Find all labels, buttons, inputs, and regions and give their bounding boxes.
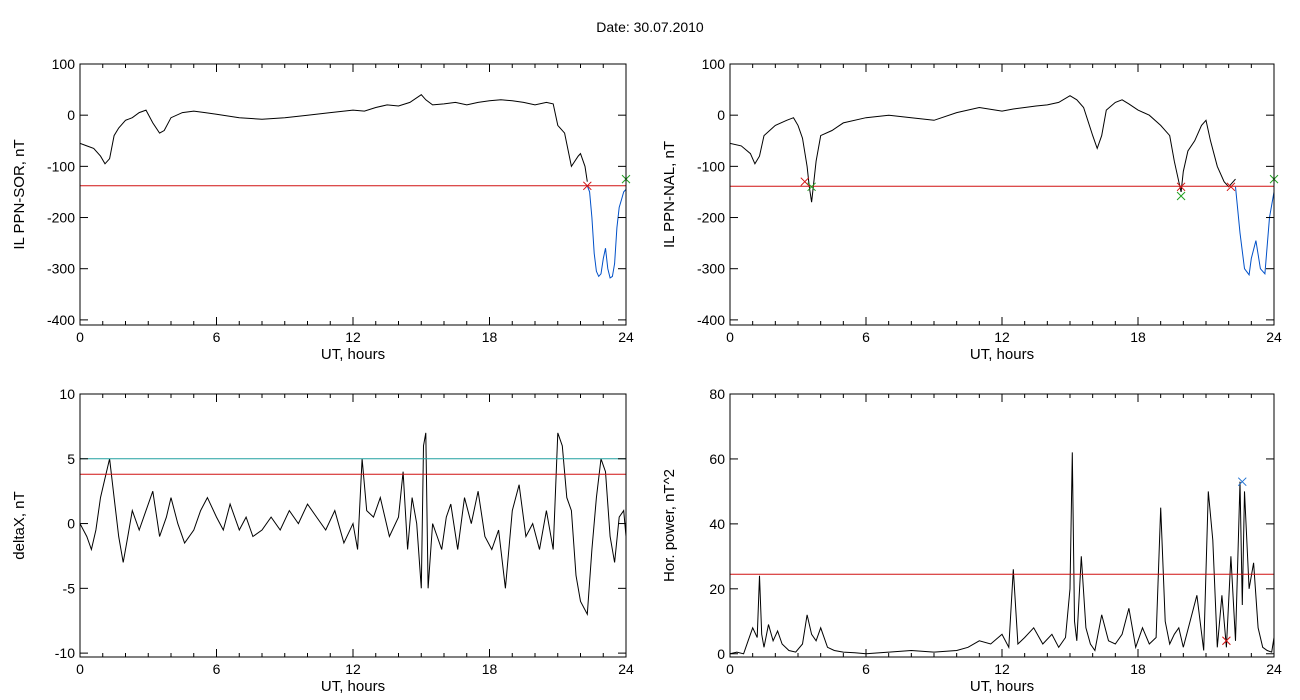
x-tick-label: 12 — [994, 661, 1010, 677]
y-axis-label: deltaX, nT — [11, 491, 28, 559]
series-line-1 — [586, 185, 626, 279]
x-tick-label: 18 — [482, 661, 498, 677]
x-tick-label: 18 — [1130, 329, 1146, 345]
chart-panel-il-nal: 0 6 12 18 24 100 0 -100 -200 -300 -400 UT, hours IL … — [661, 56, 1282, 363]
y-tick-label: -100 — [697, 158, 725, 174]
event-marker-0 — [1237, 477, 1247, 487]
y-tick-label: -300 — [47, 261, 75, 277]
y-tick-label: 80 — [709, 386, 725, 402]
x-tick-label: 12 — [345, 329, 361, 345]
x-tick-label: 12 — [994, 329, 1010, 345]
y-tick-label: 100 — [702, 56, 726, 72]
y-tick-label: 60 — [709, 451, 725, 467]
x-tick-label: 24 — [1266, 329, 1282, 345]
chart-panel-deltax: 0 6 12 18 24 10 5 0 -5 -10 UT, hours deltaX, nT — [11, 386, 634, 695]
x-tick-label: 24 — [1266, 661, 1282, 677]
x-tick-label: 24 — [618, 661, 634, 677]
x-axis-label: UT, hours — [970, 346, 1034, 363]
x-axis-label: UT, hours — [321, 346, 385, 363]
series-group — [80, 94, 626, 279]
date-label: Date: — [596, 19, 630, 35]
y-tick-label: 0 — [717, 646, 725, 662]
event-marker-0 — [582, 181, 592, 191]
event-marker-3 — [1176, 191, 1186, 201]
x-tick-label: 6 — [862, 661, 870, 677]
series-line-0 — [730, 95, 1236, 203]
x-tick-label: 18 — [1130, 661, 1146, 677]
x-tick-label: 6 — [213, 661, 221, 677]
y-tick-label: 0 — [67, 107, 75, 123]
y-tick-label: 0 — [717, 107, 725, 123]
y-tick-label: 5 — [67, 451, 75, 467]
y-tick-label: -400 — [697, 312, 725, 328]
series-line-0 — [80, 432, 626, 616]
x-tick-label: 24 — [618, 329, 634, 345]
y-tick-label: -100 — [47, 158, 75, 174]
series-line-0 — [730, 452, 1274, 655]
x-axis-label: UT, hours — [970, 678, 1034, 695]
event-marker-0 — [800, 177, 810, 187]
y-axis-label: IL PPN-NAL, nT — [661, 141, 678, 248]
plot-frame — [729, 393, 1275, 658]
x-tick-label: 12 — [345, 661, 361, 677]
y-tick-label: -200 — [697, 210, 725, 226]
y-tick-label: -10 — [55, 645, 75, 661]
date-value: 30.07.2010 — [633, 19, 704, 35]
series-group — [80, 432, 626, 616]
y-tick-label: -400 — [47, 312, 75, 328]
y-axis-label: Hor. power, nT^2 — [661, 469, 678, 582]
event-marker-2 — [1176, 182, 1186, 192]
y-tick-label: -200 — [47, 210, 75, 226]
y-tick-label: 20 — [709, 581, 725, 597]
x-tick-label: 0 — [76, 661, 84, 677]
series-group — [730, 452, 1274, 655]
series-group — [730, 95, 1274, 277]
event-marker-4 — [1226, 182, 1236, 192]
chart-panel-hor-power: 0 6 12 18 24 80 60 40 20 0 UT, hours Hor. power, nT… — [661, 386, 1282, 695]
x-tick-label: 0 — [76, 329, 84, 345]
x-tick-label: 0 — [726, 329, 734, 345]
y-tick-label: 0 — [67, 516, 75, 532]
x-tick-label: 18 — [482, 329, 498, 345]
x-tick-label: 0 — [726, 661, 734, 677]
y-tick-label: -5 — [63, 580, 76, 596]
x-tick-label: 6 — [862, 329, 870, 345]
y-tick-label: 10 — [59, 386, 75, 402]
y-tick-label: 40 — [709, 516, 725, 532]
y-axis-label: IL PPN-SOR, nT — [11, 139, 28, 249]
chart-date-title: Date: 30.07.2010 — [0, 19, 1300, 35]
y-tick-label: 100 — [52, 56, 76, 72]
event-marker-1 — [1222, 636, 1231, 646]
plot-frame — [729, 63, 1275, 326]
x-axis-label: UT, hours — [321, 678, 385, 695]
y-tick-label: -300 — [697, 261, 725, 277]
chart-panel-il-sor: 0 6 12 18 24 100 0 -100 -200 -300 -400 UT, hours IL … — [11, 56, 634, 363]
series-line-1 — [1235, 186, 1274, 277]
x-tick-label: 6 — [213, 329, 221, 345]
event-marker-1 — [807, 182, 816, 192]
series-line-0 — [80, 94, 588, 182]
